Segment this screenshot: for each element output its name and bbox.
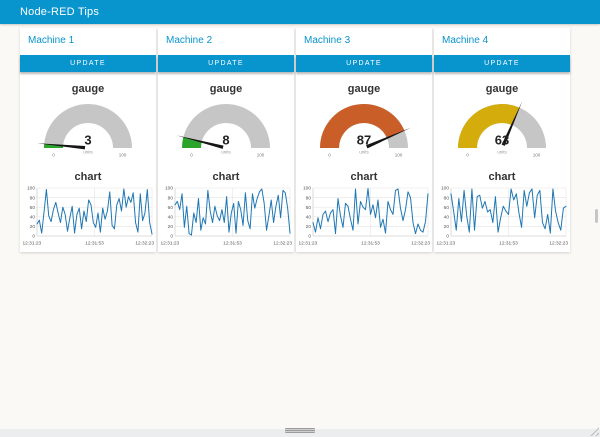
chart-title: chart (74, 171, 102, 183)
gauge-widget: 3 units 0 100 (37, 104, 132, 158)
svg-text:40: 40 (444, 215, 450, 221)
gauge-widget: 63 units 0 100 (458, 101, 546, 158)
svg-text:40: 40 (168, 215, 174, 221)
svg-text:12:32:23: 12:32:23 (411, 241, 430, 247)
machine-card-2: Machine 2 UPDATE gauge 8 units 0 100 chart 0 20 40… (158, 28, 294, 252)
svg-text:12:31:53: 12:31:53 (85, 241, 104, 247)
gauge-title: gauge (71, 83, 105, 95)
svg-text:12:32:23: 12:32:23 (135, 241, 154, 247)
chart-title: chart (350, 171, 378, 183)
svg-text:100: 100 (27, 186, 35, 192)
svg-text:40: 40 (306, 215, 312, 221)
svg-text:0: 0 (446, 234, 449, 240)
svg-text:80: 80 (306, 195, 312, 201)
svg-text:12:32:23: 12:32:23 (549, 241, 568, 247)
svg-text:3: 3 (84, 133, 91, 148)
svg-text:100: 100 (165, 186, 173, 192)
svg-text:60: 60 (306, 205, 312, 211)
window-resize-grip[interactable] (588, 425, 599, 436)
svg-text:100: 100 (303, 186, 311, 192)
update-button[interactable]: UPDATE (158, 55, 294, 72)
gauge-widget: 8 units 0 100 (176, 104, 270, 158)
header-bar: Node-RED Tips (0, 0, 600, 24)
svg-text:60: 60 (30, 205, 36, 211)
svg-text:12:31:53: 12:31:53 (499, 241, 518, 247)
svg-text:87: 87 (357, 133, 371, 148)
svg-text:12:31:53: 12:31:53 (361, 241, 380, 247)
svg-text:100: 100 (533, 153, 541, 158)
svg-text:0: 0 (170, 234, 173, 240)
horizontal-scrollbar-thumb[interactable] (285, 428, 315, 433)
chart-widget: 0 20 40 60 80 100 12:31:23 12:31:53 12:32:23 (299, 186, 431, 247)
machine-title: Machine 1 (28, 35, 75, 46)
machine-title: Machine 3 (304, 35, 351, 46)
svg-text:units: units (497, 150, 507, 155)
machine-title: Machine 2 (166, 35, 213, 46)
svg-text:80: 80 (168, 195, 174, 201)
svg-text:8: 8 (222, 133, 229, 148)
svg-text:60: 60 (168, 205, 174, 211)
gauge-widget: 87 units 0 100 (320, 104, 411, 158)
svg-text:20: 20 (444, 224, 450, 230)
svg-text:units: units (359, 150, 369, 155)
svg-text:12:31:23: 12:31:23 (299, 241, 318, 247)
chart-widget: 0 20 40 60 80 100 12:31:23 12:31:53 12:32:23 (437, 186, 569, 247)
gauge-title: gauge (347, 83, 381, 95)
svg-text:0: 0 (328, 153, 331, 158)
svg-text:63: 63 (495, 133, 509, 148)
svg-text:20: 20 (168, 224, 174, 230)
app-title: Node-RED Tips (20, 6, 100, 18)
svg-text:60: 60 (444, 205, 450, 211)
update-button[interactable]: UPDATE (296, 55, 432, 72)
svg-text:0: 0 (308, 234, 311, 240)
svg-text:12:32:23: 12:32:23 (273, 241, 292, 247)
machine-card-1: Machine 1 UPDATE gauge 3 units 0 100 chart 0 20 40… (20, 28, 156, 252)
svg-text:12:31:23: 12:31:23 (437, 241, 456, 247)
gauge-title: gauge (209, 83, 243, 95)
svg-text:0: 0 (466, 153, 469, 158)
update-button[interactable]: UPDATE (434, 55, 570, 72)
svg-text:20: 20 (30, 224, 36, 230)
svg-text:0: 0 (190, 153, 193, 158)
svg-text:12:31:23: 12:31:23 (161, 241, 180, 247)
svg-text:80: 80 (444, 195, 450, 201)
svg-text:100: 100 (441, 186, 449, 192)
vertical-scrollbar-thumb[interactable] (595, 209, 598, 223)
svg-text:12:31:53: 12:31:53 (223, 241, 242, 247)
svg-text:units: units (83, 150, 93, 155)
svg-text:units: units (221, 150, 231, 155)
svg-text:100: 100 (257, 153, 265, 158)
machine-card-3: Machine 3 UPDATE gauge 87 units 0 100 chart 0 20 4… (296, 28, 432, 252)
chart-widget: 0 20 40 60 80 100 12:31:23 12:31:53 12:32:23 (161, 186, 293, 247)
machine-card-4: Machine 4 UPDATE gauge 63 units 0 100 chart 0 20 4… (434, 28, 570, 252)
machine-title: Machine 4 (442, 35, 489, 46)
svg-text:12:31:23: 12:31:23 (23, 241, 42, 247)
gauge-title: gauge (485, 83, 519, 95)
chart-widget: 0 20 40 60 80 100 12:31:23 12:31:53 12:32:23 (23, 186, 155, 247)
svg-text:0: 0 (52, 153, 55, 158)
svg-text:100: 100 (119, 153, 127, 158)
chart-title: chart (212, 171, 240, 183)
svg-text:20: 20 (306, 224, 312, 230)
update-button[interactable]: UPDATE (20, 55, 156, 72)
horizontal-scrollbar[interactable] (0, 428, 600, 437)
svg-text:40: 40 (30, 215, 36, 221)
svg-text:0: 0 (32, 234, 35, 240)
svg-text:80: 80 (30, 195, 36, 201)
svg-text:100: 100 (395, 153, 403, 158)
chart-title: chart (488, 171, 516, 183)
